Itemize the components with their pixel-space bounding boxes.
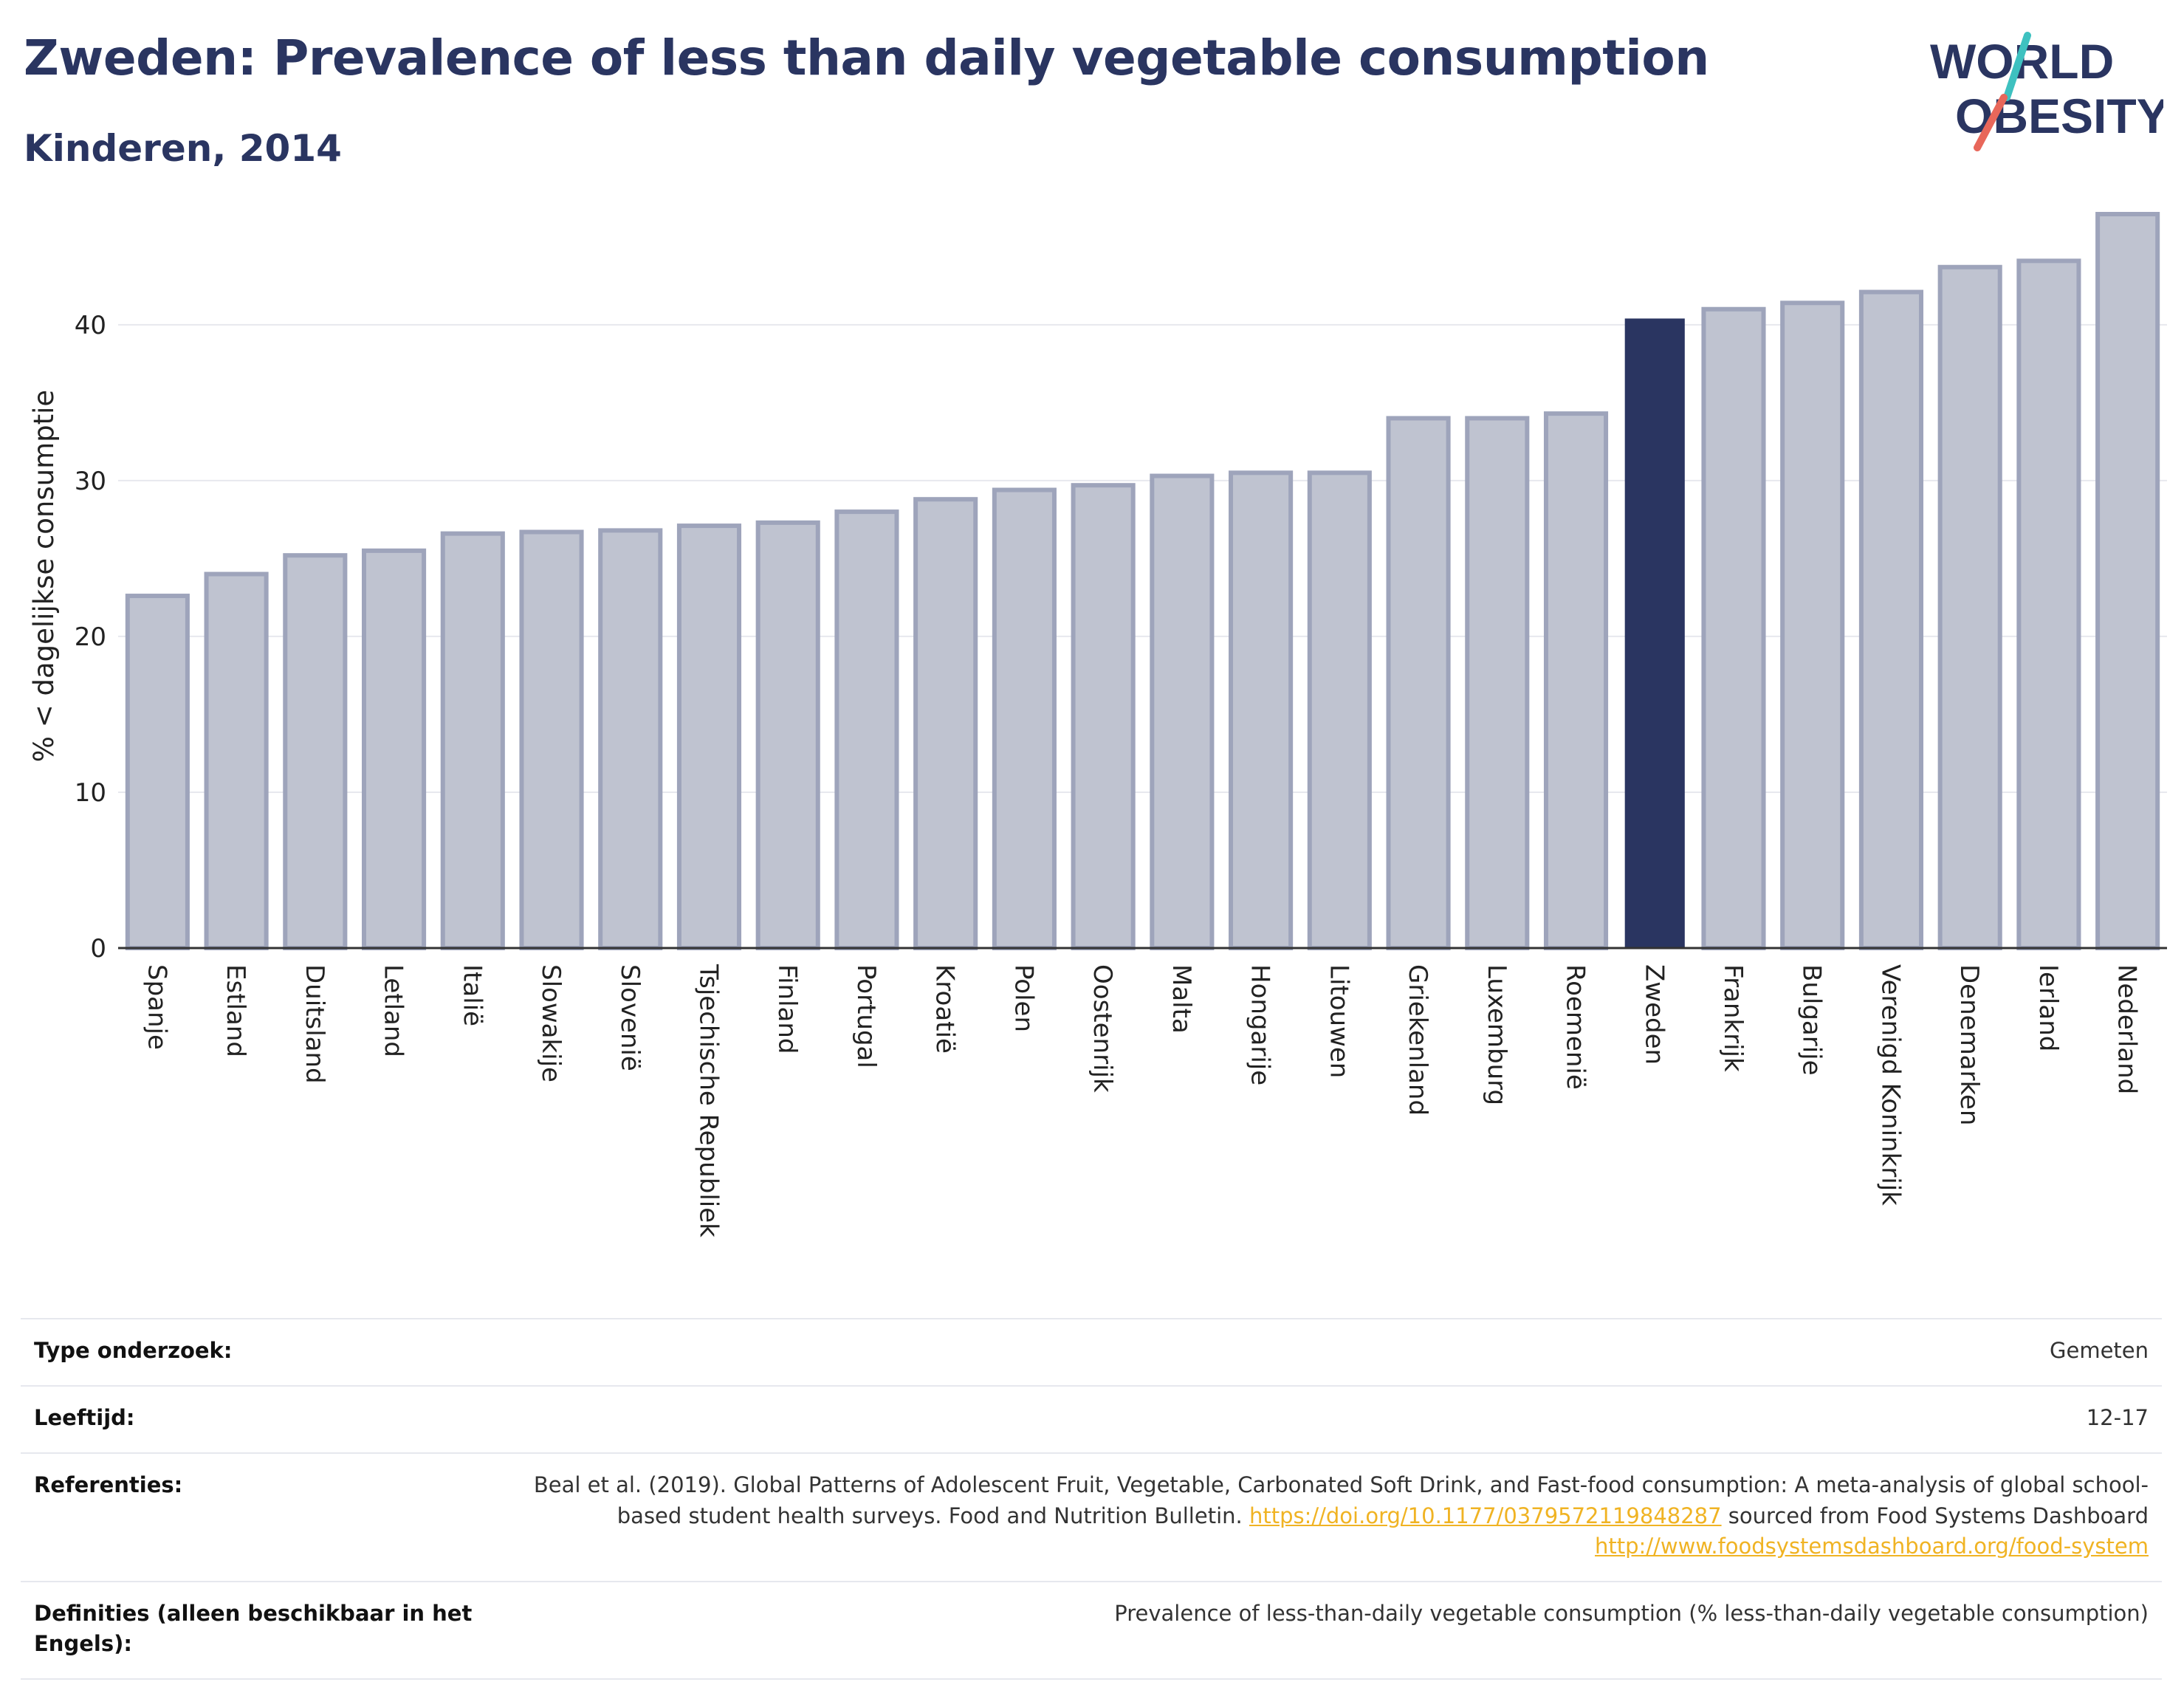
y-tick-label: 0 bbox=[90, 934, 106, 964]
references-label: Referenties: bbox=[21, 1452, 505, 1582]
bar-malta[interactable] bbox=[1150, 473, 1215, 950]
bar-slowakije[interactable] bbox=[519, 529, 584, 950]
x-tick-label: Verenigd Koninkrijk bbox=[1875, 964, 1905, 1206]
reference-doi-link[interactable]: https://doi.org/10.1177/0379572119848287 bbox=[1249, 1503, 1722, 1528]
x-tick-label: Frankrijk bbox=[1718, 964, 1748, 1072]
bar-finland[interactable] bbox=[755, 520, 820, 950]
info-row-references: Referenties: Beal et al. (2019). Global … bbox=[21, 1452, 2162, 1582]
info-row-type: Type onderzoek: Gemeten bbox=[21, 1317, 2162, 1387]
x-tick-label: Polen bbox=[1009, 964, 1038, 1032]
bar-portugal[interactable] bbox=[834, 509, 899, 950]
logo-slash-teal bbox=[2003, 32, 2031, 101]
x-tick-label: Bulgarije bbox=[1797, 964, 1827, 1076]
x-tick-label: Slovenië bbox=[615, 964, 645, 1071]
bar-roemenië[interactable] bbox=[1543, 411, 1609, 950]
bar-kroatië[interactable] bbox=[913, 497, 978, 950]
bar-tsjechische-republiek[interactable] bbox=[676, 523, 742, 950]
survey-type-label: Type onderzoek: bbox=[21, 1317, 505, 1387]
info-row-age: Leeftijd: 12-17 bbox=[21, 1385, 2162, 1454]
y-tick-label: 10 bbox=[75, 778, 106, 808]
bar-griekenland[interactable] bbox=[1386, 416, 1451, 950]
age-label: Leeftijd: bbox=[21, 1385, 505, 1454]
x-tick-label: Roemenië bbox=[1561, 964, 1590, 1090]
bar-slovenië[interactable] bbox=[598, 528, 663, 950]
bar-nederland[interactable] bbox=[2095, 211, 2160, 950]
x-tick-label: Denemarken bbox=[1954, 964, 1984, 1125]
x-tick-label: Finland bbox=[772, 964, 802, 1054]
x-tick-label: Kroatië bbox=[930, 964, 960, 1054]
logo-text-obesity: OBESITY bbox=[1955, 89, 2163, 143]
bar-denemarken[interactable] bbox=[1937, 264, 2002, 950]
x-tick-label: Oostenrijk bbox=[1088, 964, 1117, 1093]
bar-hongarije[interactable] bbox=[1229, 470, 1294, 950]
bar-zweden[interactable] bbox=[1624, 318, 1685, 948]
bar-oostenrijk[interactable] bbox=[1071, 483, 1136, 950]
info-row-definitions: Definities (alleen beschikbaar in het En… bbox=[21, 1580, 2162, 1680]
x-tick-label: Ierland bbox=[2033, 964, 2063, 1051]
x-tick-label: Hongarije bbox=[1246, 964, 1275, 1085]
reference-text-2: sourced from Food Systems Dashboard bbox=[1721, 1503, 2149, 1528]
definitions-label: Definities (alleen beschikbaar in het En… bbox=[21, 1580, 505, 1680]
bar-polen[interactable] bbox=[992, 487, 1057, 950]
x-tick-label: Litouwen bbox=[1324, 964, 1353, 1078]
bar-spanje[interactable] bbox=[125, 594, 190, 950]
x-tick-label: Italië bbox=[457, 964, 487, 1026]
bar-verenigd-koninkrijk[interactable] bbox=[1858, 289, 1923, 950]
references-value: Beal et al. (2019). Global Patterns of A… bbox=[505, 1452, 2162, 1582]
survey-type-value: Gemeten bbox=[505, 1317, 2162, 1387]
x-tick-label: Luxemburg bbox=[1482, 964, 1511, 1105]
x-tick-label: Zweden bbox=[1639, 964, 1669, 1065]
x-tick-label: Malta bbox=[1167, 964, 1196, 1034]
x-tick-label: Spanje bbox=[142, 964, 171, 1050]
bar-bulgarije[interactable] bbox=[1780, 301, 1845, 951]
x-tick-label: Portugal bbox=[851, 964, 881, 1068]
info-table: Type onderzoek: Gemeten Leeftijd: 12-17 … bbox=[21, 1317, 2162, 1680]
x-tick-label: Duitsland bbox=[300, 964, 329, 1084]
y-tick-label: 40 bbox=[75, 311, 106, 340]
bar-letland[interactable] bbox=[362, 548, 427, 950]
reference-dashboard-link[interactable]: http://www.foodsystemsdashboard.org/food… bbox=[1595, 1533, 2149, 1559]
x-tick-label: Nederland bbox=[2112, 964, 2142, 1094]
y-tick-label: 20 bbox=[75, 622, 106, 652]
y-tick-label: 30 bbox=[75, 467, 106, 496]
bar-luxemburg[interactable] bbox=[1465, 416, 1530, 950]
chart-title: Zweden: Prevalence of less than daily ve… bbox=[24, 30, 1709, 86]
chart-subtitle: Kinderen, 2014 bbox=[24, 127, 342, 170]
x-tick-label: Tsjechische Republiek bbox=[693, 964, 723, 1237]
bar-duitsland[interactable] bbox=[283, 553, 348, 950]
bar-italië[interactable] bbox=[440, 531, 505, 950]
axes: 0 10 20 30 40 Spanje Estland Duitsland Letland It… bbox=[75, 311, 2167, 1237]
x-tick-label: Letland bbox=[379, 964, 408, 1057]
bars bbox=[125, 211, 2160, 951]
bar-litouwen[interactable] bbox=[1307, 470, 1372, 950]
bar-chart: 0 10 20 30 40 Spanje Estland Duitsland Letland It… bbox=[28, 211, 2167, 1237]
logo-slash-red bbox=[1974, 94, 2008, 151]
y-axis-label: % < dagelijkse consumptie bbox=[28, 390, 60, 762]
x-tick-label: Griekenland bbox=[1403, 964, 1432, 1116]
age-value: 12-17 bbox=[505, 1385, 2162, 1454]
x-tick-label: Slowakije bbox=[536, 964, 566, 1082]
definitions-value: Prevalence of less-than-daily vegetable … bbox=[505, 1580, 2162, 1680]
bar-ierland[interactable] bbox=[2016, 258, 2081, 950]
bar-frankrijk[interactable] bbox=[1701, 306, 1766, 950]
reference-text-1: Beal et al. (2019). Global Patterns of A… bbox=[533, 1472, 2149, 1528]
world-obesity-logo: WORLD OBESITY bbox=[1930, 32, 2163, 151]
bar-estland[interactable] bbox=[204, 571, 269, 950]
x-tick-label: Estland bbox=[221, 964, 250, 1057]
